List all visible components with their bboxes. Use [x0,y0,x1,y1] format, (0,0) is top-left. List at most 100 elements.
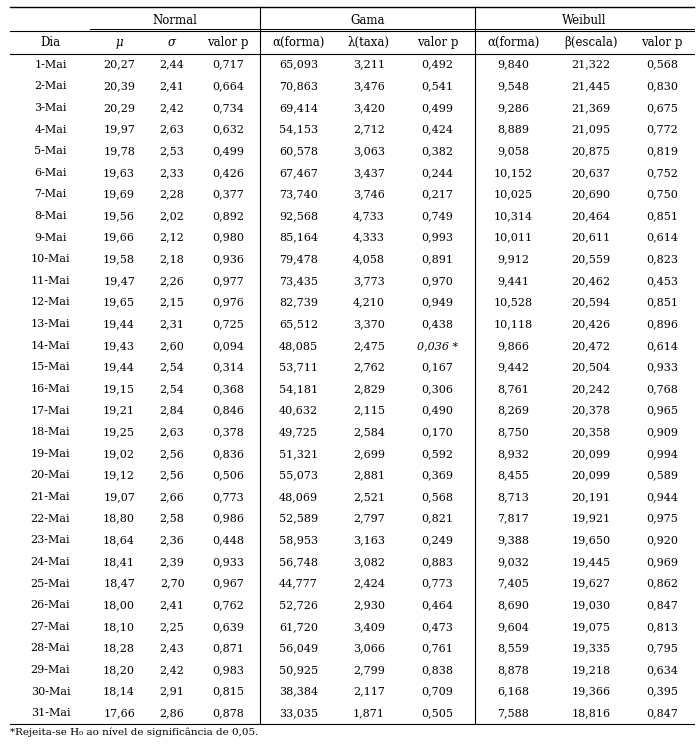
Text: 19,12: 19,12 [103,470,135,480]
Text: 10,314: 10,314 [493,211,533,221]
Text: 28-Mai: 28-Mai [31,643,70,654]
Text: 0,036 *: 0,036 * [417,341,458,351]
Text: 0,632: 0,632 [212,124,244,135]
Text: 0,920: 0,920 [646,536,678,545]
Text: 0,830: 0,830 [646,82,678,91]
Text: 20,637: 20,637 [572,168,611,178]
Text: 2,31: 2,31 [160,319,185,329]
Text: 2,58: 2,58 [160,514,185,524]
Text: 18,41: 18,41 [103,557,135,567]
Text: 0,424: 0,424 [422,124,454,135]
Text: 10,528: 10,528 [493,298,533,307]
Text: μ: μ [115,36,123,49]
Text: 2,44: 2,44 [160,60,185,70]
Text: 0,847: 0,847 [646,600,678,610]
Text: 0,933: 0,933 [212,557,244,567]
Text: 3,476: 3,476 [353,82,385,91]
Text: 0,772: 0,772 [646,124,677,135]
Text: 19,218: 19,218 [572,665,611,675]
Text: 19,78: 19,78 [103,146,135,156]
Text: 0,664: 0,664 [212,82,244,91]
Text: 1,871: 1,871 [353,708,385,718]
Text: 2,15: 2,15 [160,298,185,307]
Text: 0,878: 0,878 [213,708,244,718]
Text: 2,33: 2,33 [160,168,185,178]
Text: 0,492: 0,492 [422,60,454,70]
Text: 0,993: 0,993 [422,233,454,242]
Text: 19,44: 19,44 [103,319,135,329]
Text: 19,07: 19,07 [103,492,135,502]
Text: 2,84: 2,84 [160,405,185,416]
Text: 24-Mai: 24-Mai [31,557,70,567]
Text: 15-Mai: 15-Mai [31,362,70,373]
Text: 0,217: 0,217 [422,189,454,200]
Text: 0,944: 0,944 [646,492,678,502]
Text: 0,709: 0,709 [422,687,454,696]
Text: 20,594: 20,594 [572,298,611,307]
Text: 4,733: 4,733 [353,211,385,221]
Text: 8,761: 8,761 [498,384,529,394]
Text: 70,863: 70,863 [279,82,318,91]
Text: 52,589: 52,589 [279,514,318,524]
Text: 18,28: 18,28 [103,643,135,654]
Text: 20,39: 20,39 [103,82,135,91]
Text: 2,829: 2,829 [353,384,385,394]
Text: 56,748: 56,748 [279,557,318,567]
Text: 19,15: 19,15 [103,384,135,394]
Text: 16-Mai: 16-Mai [31,384,70,394]
Text: 2,36: 2,36 [160,536,185,545]
Text: 0,815: 0,815 [212,687,244,696]
Text: 0,368: 0,368 [212,384,244,394]
Text: 3-Mai: 3-Mai [34,103,67,113]
Text: 0,980: 0,980 [212,233,244,242]
Text: 92,568: 92,568 [279,211,318,221]
Text: 48,085: 48,085 [279,341,318,351]
Text: 17,66: 17,66 [103,708,135,718]
Text: 0,986: 0,986 [212,514,244,524]
Text: 19,650: 19,650 [572,536,611,545]
Text: 0,634: 0,634 [646,665,678,675]
Text: 0,094: 0,094 [212,341,244,351]
Text: 7,405: 7,405 [498,578,529,589]
Text: 19,44: 19,44 [103,362,135,373]
Text: 10,118: 10,118 [493,319,533,329]
Text: 2,39: 2,39 [160,557,185,567]
Text: 20,426: 20,426 [572,319,611,329]
Text: 0,892: 0,892 [212,211,244,221]
Text: 54,181: 54,181 [279,384,318,394]
Text: 20,378: 20,378 [572,405,611,416]
Text: Normal: Normal [153,13,197,27]
Text: 3,746: 3,746 [353,189,385,200]
Text: 69,414: 69,414 [279,103,318,113]
Text: 20,611: 20,611 [572,233,611,242]
Text: 4,058: 4,058 [353,254,385,264]
Text: 2-Mai: 2-Mai [34,82,67,91]
Text: 2,475: 2,475 [353,341,385,351]
Text: 0,909: 0,909 [646,427,678,437]
Text: 2,930: 2,930 [353,600,385,610]
Text: 0,382: 0,382 [422,146,454,156]
Text: 10,011: 10,011 [493,233,533,242]
Text: 0,851: 0,851 [646,298,678,307]
Text: 20,559: 20,559 [572,254,611,264]
Text: 0,506: 0,506 [212,470,244,480]
Text: 67,467: 67,467 [279,168,318,178]
Text: 19,075: 19,075 [572,622,611,632]
Text: 0,795: 0,795 [646,643,678,654]
Text: 9,840: 9,840 [497,60,529,70]
Text: 2,41: 2,41 [160,600,185,610]
Text: 10,025: 10,025 [493,189,533,200]
Text: 0,639: 0,639 [212,622,244,632]
Text: 2,56: 2,56 [160,470,185,480]
Text: 2,54: 2,54 [160,362,185,373]
Text: 6,168: 6,168 [497,687,529,696]
Text: 0,773: 0,773 [422,578,453,589]
Text: 19,56: 19,56 [103,211,135,221]
Text: 9,441: 9,441 [497,276,529,286]
Text: 2,12: 2,12 [160,233,185,242]
Text: 0,306: 0,306 [422,384,454,394]
Text: 0,851: 0,851 [646,211,678,221]
Text: 0,614: 0,614 [646,233,678,242]
Text: 30-Mai: 30-Mai [31,687,70,696]
Text: 19,43: 19,43 [103,341,135,351]
